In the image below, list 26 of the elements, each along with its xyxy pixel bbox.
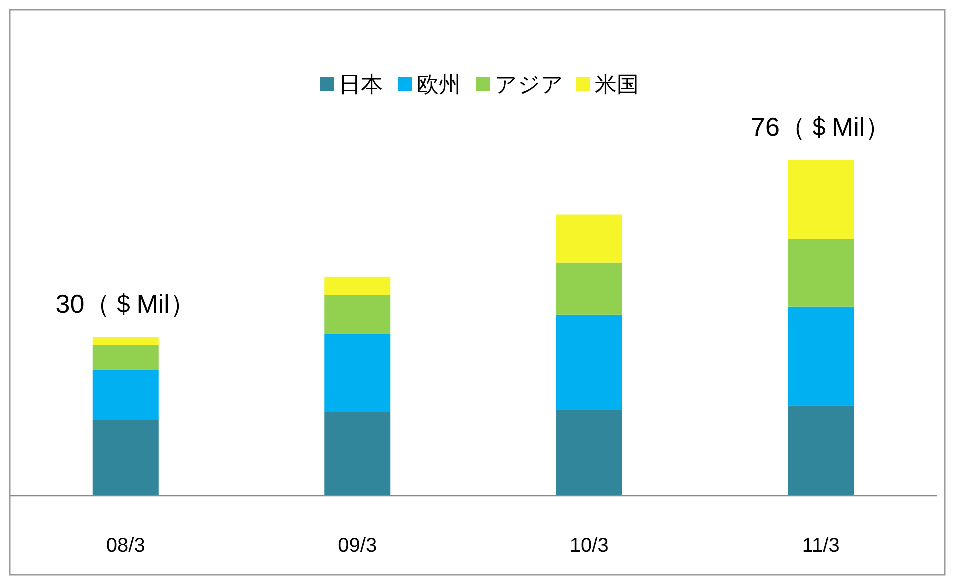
bar [556,262,622,315]
bar [788,406,854,496]
annotation: 30（＄Mil） [56,289,196,320]
bar [556,314,622,410]
legend-label: 日本 [339,72,383,97]
bar [788,160,854,239]
bar [324,276,391,296]
bar [324,412,391,496]
bar [92,370,159,420]
bar [556,214,622,263]
x-tick-label: 09/3 [338,535,378,557]
annotation: 76（＄Mil） [751,112,892,142]
legend-label: 欧州 [417,72,461,97]
legend-label: アジア [495,72,564,97]
bar [788,238,854,307]
x-tick-label: 11/3 [802,535,840,557]
bar [324,295,391,334]
x-tick-label: 08/3 [106,535,146,557]
bar [556,410,622,496]
legend-label: 米国 [595,72,639,97]
bar [92,345,159,370]
bar [324,334,391,412]
bar [92,420,159,496]
x-tick-label: 10/3 [570,535,609,557]
bar [92,337,159,346]
bar [788,306,854,406]
